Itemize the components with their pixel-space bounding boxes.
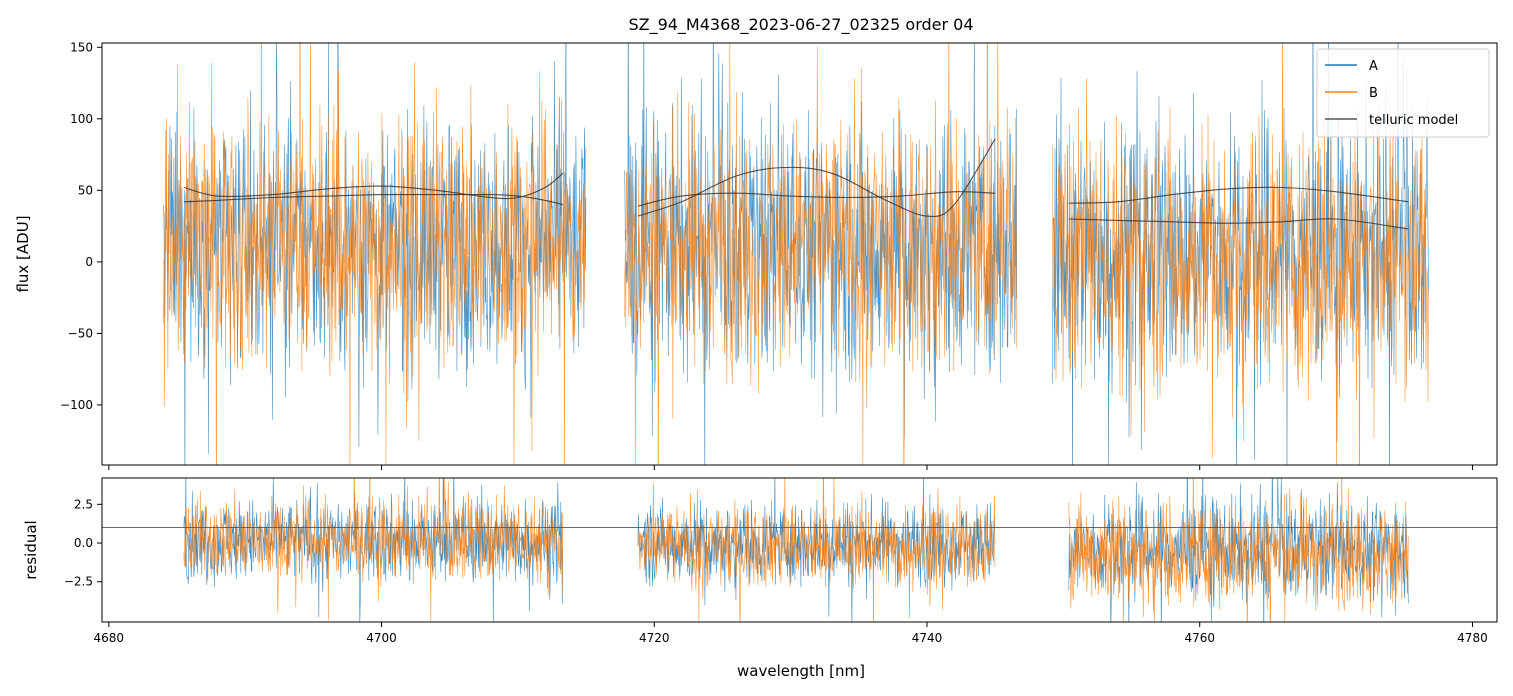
residual-axes-frame <box>101 477 1498 623</box>
telluric-model-curve-2 <box>183 172 564 200</box>
x-axis-label: wavelength [nm] <box>737 662 865 680</box>
residual-x-tick-label: 4780 <box>1457 631 1488 645</box>
flux-y-tick-label: 0 <box>85 255 93 269</box>
residual-series-b-segment-3 <box>1068 478 1409 622</box>
telluric-model-curve-3 <box>637 191 996 207</box>
flux-y-tick-label: 50 <box>78 183 93 197</box>
legend-label-telluric-model: telluric model <box>1369 113 1458 128</box>
residual-y-axis-label: residual <box>22 520 40 579</box>
residual-x-tick-label: 4680 <box>94 631 125 645</box>
legend-box <box>1316 48 1490 138</box>
flux-y-tick-label: 100 <box>70 112 93 126</box>
telluric-model-curve-6 <box>1068 218 1409 230</box>
residual-x-tick-label: 4740 <box>912 631 943 645</box>
flux-plot-area <box>163 43 1429 465</box>
residual-y-ticks: −2.5 0.0 2.5 <box>64 497 102 589</box>
legend: A B telluric model <box>1316 48 1490 138</box>
flux-panel: −100 −50 0 50 100 150 flux [ADU] A B telluric… <box>14 40 1498 470</box>
legend-label-b: B <box>1369 86 1378 101</box>
residual-series-b-segment-2 <box>637 478 996 622</box>
residual-x-tick-label: 4700 <box>366 631 397 645</box>
flux-y-tick-label: 150 <box>70 40 93 54</box>
flux-series-b-segment-3 <box>1052 43 1429 465</box>
flux-y-tick-label: −100 <box>60 398 93 412</box>
residual-x-tick-label: 4760 <box>1184 631 1215 645</box>
flux-x-ticks <box>108 465 1473 470</box>
flux-series-a-segment-3 <box>1052 43 1429 465</box>
chart-title: SZ_94_M4368_2023-06-27_02325 order 04 <box>628 15 973 35</box>
flux-axes-frame <box>101 42 1498 466</box>
residual-x-ticks: 4680 4700 4720 4740 4760 4780 <box>94 622 1488 645</box>
flux-y-tick-label: −50 <box>68 326 93 340</box>
flux-series-b-segment-2 <box>624 43 1018 465</box>
residual-series-b-segment-1 <box>183 478 564 622</box>
residual-x-tick-label: 4720 <box>639 631 670 645</box>
flux-series-b-segment-1 <box>163 43 587 465</box>
residual-y-tick-label: 2.5 <box>74 497 93 511</box>
telluric-model-curve-1 <box>183 193 564 206</box>
telluric-model-curve-4 <box>637 138 996 217</box>
flux-y-ticks: −100 −50 0 50 100 150 <box>60 40 102 412</box>
residual-plot-area <box>102 478 1497 622</box>
residual-panel: −2.5 0.0 2.5 4680 4700 4720 4740 4760 4780 resi… <box>22 477 1498 645</box>
residual-y-tick-label: 0.0 <box>74 536 93 550</box>
legend-label-a: A <box>1369 59 1378 74</box>
flux-y-axis-label: flux [ADU] <box>14 215 32 292</box>
telluric-model-curve-5 <box>1068 186 1409 204</box>
residual-y-tick-label: −2.5 <box>64 575 93 589</box>
